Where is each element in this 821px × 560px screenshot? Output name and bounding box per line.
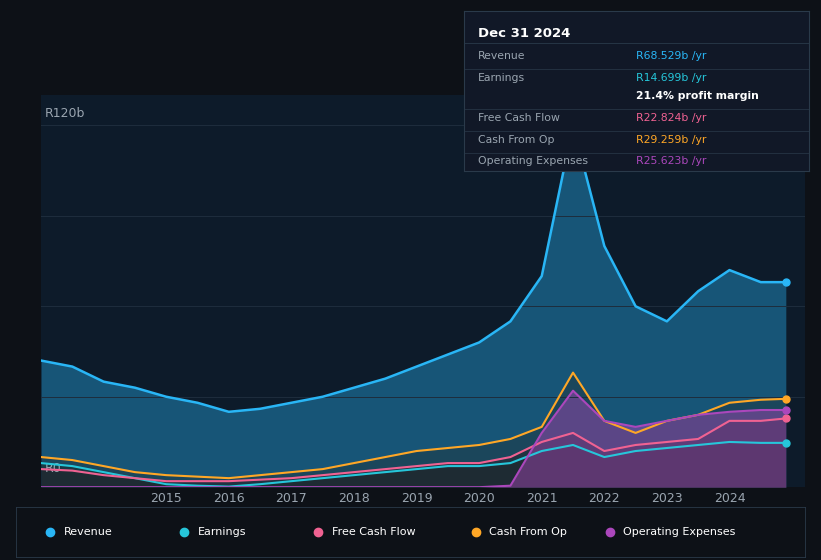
Text: Free Cash Flow: Free Cash Flow [478,113,560,123]
Text: Earnings: Earnings [198,527,246,537]
Text: R29.259b /yr: R29.259b /yr [636,136,707,146]
Text: Dec 31 2024: Dec 31 2024 [478,27,570,40]
Text: Cash From Op: Cash From Op [478,136,554,146]
Text: R68.529b /yr: R68.529b /yr [636,51,707,61]
Text: Earnings: Earnings [478,73,525,83]
Text: R0: R0 [45,463,62,475]
Text: Revenue: Revenue [64,527,112,537]
Text: Free Cash Flow: Free Cash Flow [332,527,415,537]
Text: R25.623b /yr: R25.623b /yr [636,156,707,166]
Text: Operating Expenses: Operating Expenses [623,527,736,537]
Text: Revenue: Revenue [478,51,525,61]
Text: R120b: R120b [45,107,85,120]
Text: Operating Expenses: Operating Expenses [478,156,588,166]
Text: R14.699b /yr: R14.699b /yr [636,73,707,83]
Text: Cash From Op: Cash From Op [489,527,567,537]
Text: 21.4% profit margin: 21.4% profit margin [636,91,759,101]
Text: R22.824b /yr: R22.824b /yr [636,113,707,123]
